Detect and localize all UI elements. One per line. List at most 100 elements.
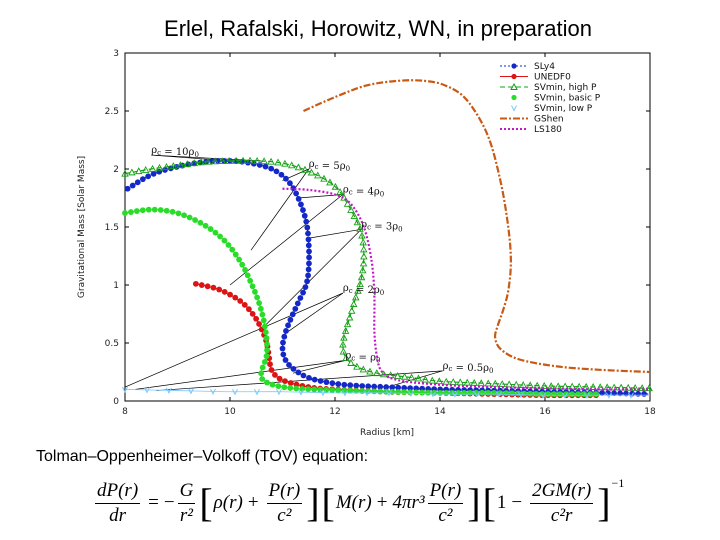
data-point — [204, 283, 211, 290]
plus-sign-2: + — [376, 492, 388, 513]
data-point — [122, 386, 128, 394]
data-point — [145, 206, 152, 213]
y-tick-label: 1.5 — [105, 223, 119, 233]
axis-ticks: 8 10 12 14 16 18 0 0.5 1 1.5 2 2.5 3 — [105, 49, 656, 417]
data-point — [232, 251, 239, 258]
data-point — [545, 391, 552, 397]
data-point — [267, 361, 273, 368]
data-point — [414, 374, 423, 382]
data-point — [517, 391, 524, 399]
minus-sign: − — [163, 492, 175, 513]
density-line — [250, 168, 310, 251]
data-point — [192, 217, 198, 223]
data-point — [349, 300, 358, 308]
data-point — [383, 384, 390, 390]
legend-label: UNEDF0 — [534, 73, 571, 83]
data-point — [259, 364, 266, 371]
data-point — [305, 266, 312, 273]
data-point — [183, 160, 192, 168]
density-line — [284, 292, 344, 335]
data-point — [320, 174, 328, 182]
data-point — [551, 391, 558, 398]
series-svmin-low-p — [122, 386, 650, 399]
bracket-close-1: ] — [306, 480, 320, 525]
equals-sign: = — [148, 492, 159, 513]
data-point — [301, 165, 309, 173]
data-point — [449, 378, 458, 385]
y-tick-label: 2.5 — [105, 107, 119, 117]
data-point — [484, 379, 492, 387]
data-point — [272, 371, 278, 378]
data-point — [477, 379, 485, 387]
data-point — [144, 387, 150, 394]
data-point — [155, 163, 164, 171]
data-point — [400, 372, 409, 380]
data-point — [495, 391, 502, 398]
data-point — [437, 389, 444, 396]
data-point — [611, 390, 617, 397]
data-point — [163, 207, 170, 214]
bracket-open-2: [ — [321, 480, 335, 525]
x-tick-label: 18 — [644, 407, 656, 417]
data-point — [479, 389, 486, 396]
data-point — [264, 341, 270, 348]
bracket-close-3: ] — [597, 480, 611, 525]
data-point — [162, 162, 171, 170]
data-point — [561, 382, 569, 390]
data-point — [254, 388, 260, 396]
data-point — [134, 179, 141, 186]
data-point — [429, 391, 436, 398]
legend-item: LS180 — [500, 125, 562, 135]
data-point — [262, 323, 268, 330]
data-point — [386, 390, 392, 397]
data-point — [353, 382, 360, 389]
mass-term: M(r) — [335, 492, 372, 513]
data-point — [304, 278, 310, 285]
data-point — [260, 157, 268, 165]
x-tick-label: 16 — [539, 407, 551, 417]
data-point — [128, 209, 134, 215]
data-point — [294, 163, 303, 171]
data-point — [221, 288, 228, 295]
data-point — [244, 272, 251, 279]
data-point — [314, 171, 322, 179]
data-point — [401, 384, 408, 391]
data-point — [359, 383, 366, 389]
series-svmin-high-p — [121, 156, 653, 392]
data-point — [339, 347, 348, 355]
data-point — [279, 345, 286, 352]
data-point — [353, 362, 361, 370]
data-point — [350, 212, 359, 220]
data-point — [151, 206, 158, 213]
data-point — [599, 390, 605, 396]
data-point — [358, 266, 367, 274]
data-point — [317, 378, 324, 384]
data-point — [239, 156, 247, 164]
data-point — [533, 381, 541, 389]
data-point — [451, 391, 458, 398]
data-point — [295, 195, 302, 202]
data-point — [339, 340, 347, 348]
data-point — [393, 372, 402, 379]
series-ls180 — [282, 187, 651, 391]
data-point — [301, 212, 308, 219]
data-point — [283, 328, 289, 334]
density-label: ρc = 2ρ0 — [343, 283, 384, 297]
data-point — [343, 199, 352, 207]
data-point — [305, 272, 311, 279]
data-point — [262, 329, 269, 336]
data-point — [641, 391, 647, 397]
series-line — [282, 187, 651, 391]
g-denominator: r² — [179, 504, 193, 526]
data-point — [287, 180, 293, 187]
data-point — [557, 391, 564, 398]
data-point — [273, 168, 280, 175]
data-point — [343, 320, 352, 328]
data-point — [186, 214, 193, 221]
data-point — [236, 256, 242, 263]
data-point — [145, 173, 152, 180]
data-point — [197, 158, 205, 166]
data-point — [491, 389, 498, 396]
data-point — [419, 389, 426, 396]
